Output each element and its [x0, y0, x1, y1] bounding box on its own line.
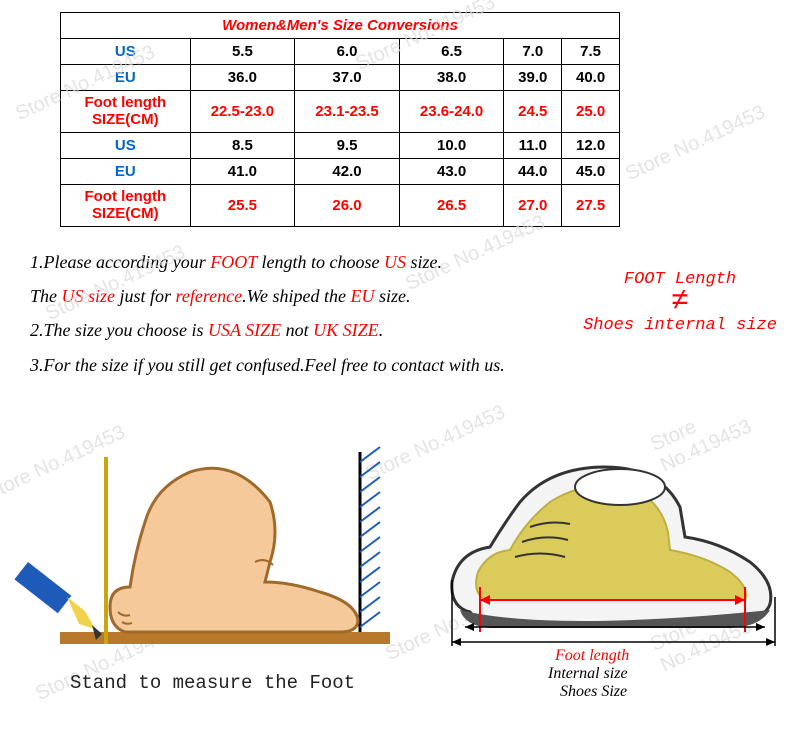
cell: 39.0 [504, 65, 562, 91]
cell: 24.5 [504, 91, 562, 133]
cell: 25.5 [190, 185, 295, 227]
cell: 26.5 [399, 185, 504, 227]
cell: 10.0 [399, 133, 504, 159]
cell: 7.5 [562, 39, 620, 65]
not-equal-icon: ≠ [570, 289, 790, 316]
cell: 43.0 [399, 159, 504, 185]
cell: 26.0 [295, 185, 400, 227]
cell: 36.0 [190, 65, 295, 91]
cell: 22.5-23.0 [190, 91, 295, 133]
cell: 23.6-24.0 [399, 91, 504, 133]
cell: 37.0 [295, 65, 400, 91]
cell: 27.0 [504, 185, 562, 227]
label-shoes-size: Shoes Size [560, 683, 627, 701]
shoe-opening [575, 469, 665, 505]
row-label-us: US [61, 39, 191, 65]
cell: 44.0 [504, 159, 562, 185]
cell: 25.0 [562, 91, 620, 133]
size-conversion-table: Women&Men's Size Conversions US 5.5 6.0 … [60, 12, 620, 227]
cell: 11.0 [504, 133, 562, 159]
cell: 38.0 [399, 65, 504, 91]
pencil-icon [14, 562, 102, 640]
cell: 40.0 [562, 65, 620, 91]
label-foot-length: Foot length [555, 647, 629, 665]
watermark: Store No.419453 [622, 101, 769, 186]
foot-measure-diagram [10, 432, 430, 692]
cell: 7.0 [504, 39, 562, 65]
row-label-eu: EU [61, 159, 191, 185]
cell: 8.5 [190, 133, 295, 159]
instruction-line-4: 3.For the size if you still get confused… [30, 348, 770, 382]
cell: 45.0 [562, 159, 620, 185]
cell: 5.5 [190, 39, 295, 65]
row-label-foot: Foot lengthSIZE(CM) [61, 185, 191, 227]
wall-hatching [360, 447, 380, 627]
table-title: Women&Men's Size Conversions [61, 13, 620, 39]
caption-stand-measure: Stand to measure the Foot [70, 672, 355, 694]
row-label-foot: Foot lengthSIZE(CM) [61, 91, 191, 133]
cell: 27.5 [562, 185, 620, 227]
cell: 6.0 [295, 39, 400, 65]
cell: 6.5 [399, 39, 504, 65]
not-equal-note: FOOT Length ≠ Shoes internal size [570, 270, 790, 335]
row-label-us: US [61, 133, 191, 159]
cell: 23.1-23.5 [295, 91, 400, 133]
label-internal-size: Internal size [548, 665, 628, 683]
cell: 42.0 [295, 159, 400, 185]
cell: 9.5 [295, 133, 400, 159]
ground-line [60, 632, 390, 644]
row-label-eu: EU [61, 65, 191, 91]
cell: 41.0 [190, 159, 295, 185]
cell: 12.0 [562, 133, 620, 159]
noteq-bottom: Shoes internal size [570, 316, 790, 335]
foot-shape [110, 468, 358, 632]
